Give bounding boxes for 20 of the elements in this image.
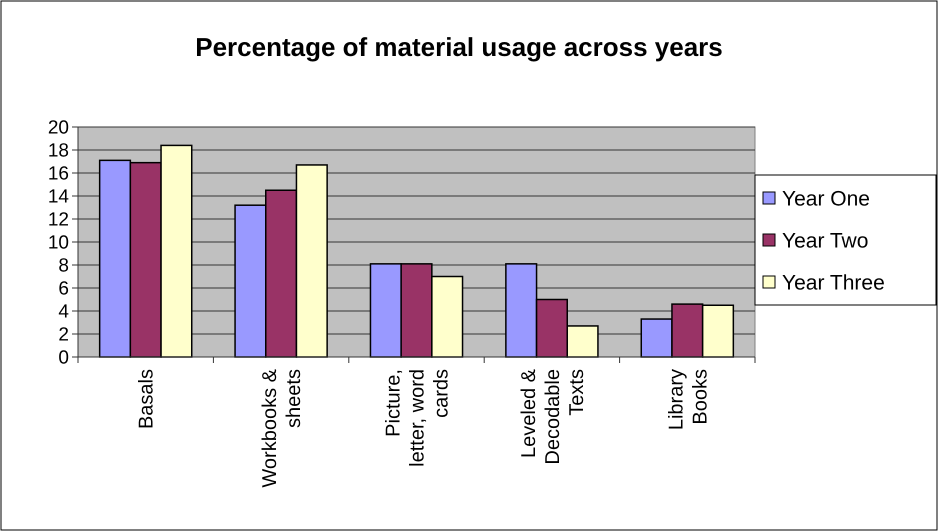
y-tick-label: 0 xyxy=(58,348,69,369)
y-tick-label: 18 xyxy=(48,140,69,162)
x-tick-label: Library Books xyxy=(665,369,712,430)
y-tick-label: 20 xyxy=(48,118,69,139)
legend-label: Year Three xyxy=(782,271,885,294)
y-tick-label: 8 xyxy=(58,256,69,277)
legend-label: Year One xyxy=(782,187,870,210)
x-tick-label: Leveled & Decodable Texts xyxy=(518,368,588,465)
y-tick-label: 16 xyxy=(48,164,69,185)
chart-title: Percentage of material usage across years xyxy=(195,32,723,62)
legend-label: Year Two xyxy=(782,229,868,252)
x-tick-label: Workbooks & sheets xyxy=(259,368,306,488)
y-tick-label: 6 xyxy=(58,278,69,300)
y-tick-label: 14 xyxy=(48,186,70,208)
x-tick-label: Picture, letter, word cards xyxy=(382,369,452,467)
y-tick-label: 10 xyxy=(48,232,69,254)
y-tick-label: 4 xyxy=(58,302,70,323)
y-tick-label: 2 xyxy=(58,324,69,346)
y-tick-label: 12 xyxy=(48,210,69,231)
x-tick-label: Basals xyxy=(136,369,158,430)
